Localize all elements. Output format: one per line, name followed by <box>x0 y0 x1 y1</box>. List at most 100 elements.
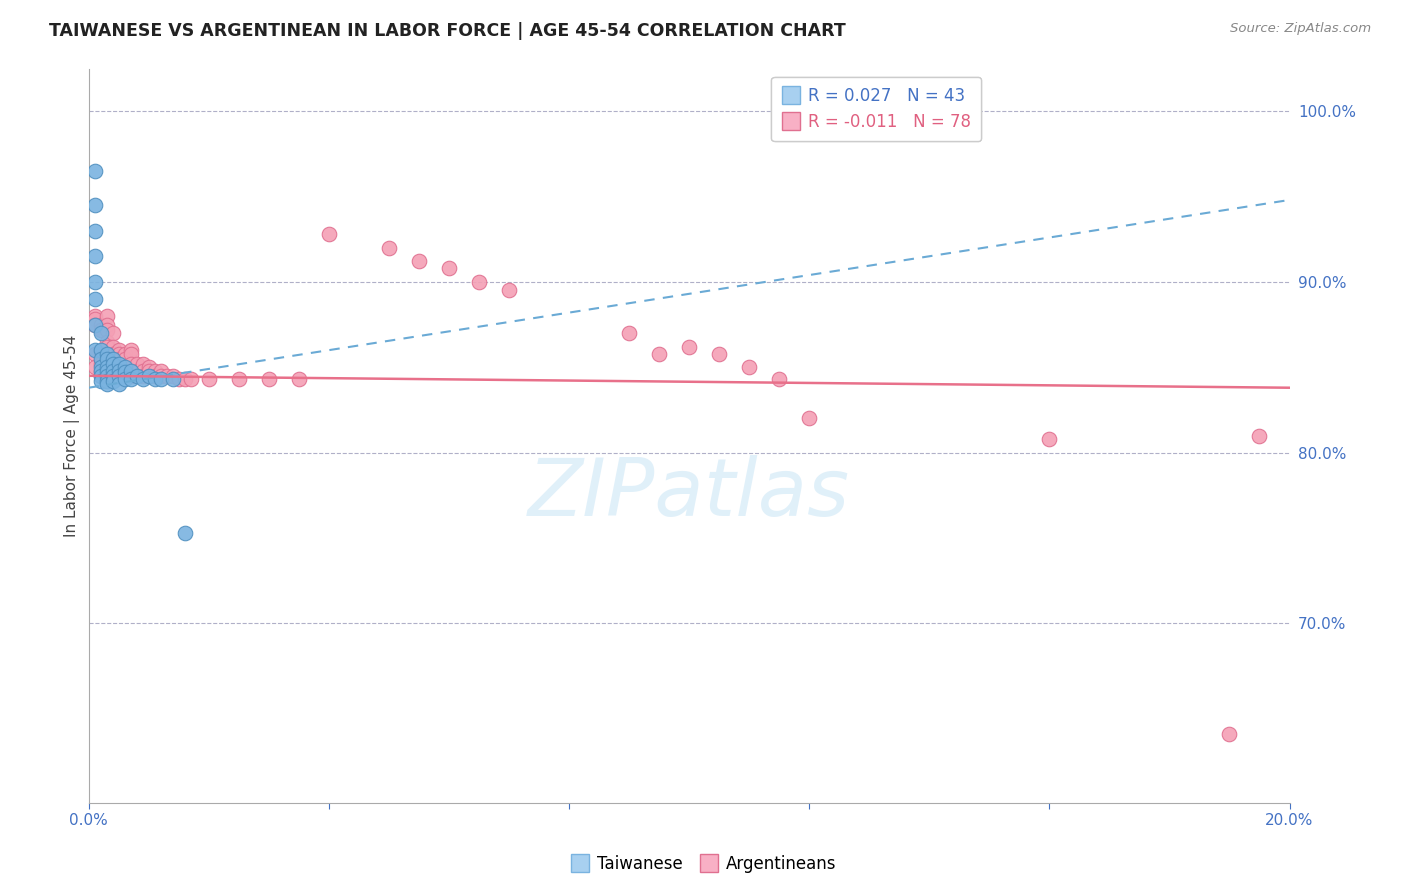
Point <box>101 357 124 371</box>
Point <box>149 372 172 386</box>
Point <box>96 334 118 349</box>
Point <box>101 351 124 366</box>
Point <box>101 340 124 354</box>
Point <box>96 351 118 366</box>
Point <box>143 364 166 378</box>
Point <box>120 343 142 358</box>
Point <box>90 368 112 383</box>
Point <box>257 372 280 386</box>
Point <box>114 365 136 379</box>
Legend: Taiwanese, Argentineans: Taiwanese, Argentineans <box>564 848 842 880</box>
Point <box>101 351 124 366</box>
Point <box>101 364 124 378</box>
Point <box>107 368 129 383</box>
Point <box>101 346 124 360</box>
Point <box>149 368 172 383</box>
Point <box>131 372 153 386</box>
Point <box>96 351 118 366</box>
Point <box>738 360 761 375</box>
Point <box>101 368 124 383</box>
Y-axis label: In Labor Force | Age 45-54: In Labor Force | Age 45-54 <box>65 334 80 537</box>
Point <box>162 372 184 386</box>
Point <box>114 360 136 375</box>
Point <box>83 312 105 326</box>
Point <box>96 357 118 371</box>
Point <box>768 372 790 386</box>
Point <box>96 340 118 354</box>
Point <box>90 364 112 378</box>
Point <box>90 364 112 378</box>
Point <box>131 357 153 371</box>
Point <box>90 346 112 360</box>
Point <box>173 525 195 540</box>
Legend: R = 0.027   N = 43, R = -0.011   N = 78: R = 0.027 N = 43, R = -0.011 N = 78 <box>772 77 981 141</box>
Point <box>648 346 671 360</box>
Point <box>107 364 129 378</box>
Point <box>114 351 136 366</box>
Point <box>83 309 105 323</box>
Point <box>143 368 166 383</box>
Point <box>173 372 195 386</box>
Point <box>114 346 136 360</box>
Point <box>83 164 105 178</box>
Point <box>83 343 105 358</box>
Point <box>96 323 118 337</box>
Point <box>120 364 142 378</box>
Point <box>155 368 177 383</box>
Point <box>90 368 112 383</box>
Point <box>408 254 430 268</box>
Point <box>131 368 153 383</box>
Point <box>125 364 148 378</box>
Point <box>90 326 112 340</box>
Point <box>180 372 202 386</box>
Point <box>101 357 124 371</box>
Point <box>96 374 118 388</box>
Point <box>96 364 118 378</box>
Point <box>125 368 148 383</box>
Point <box>1038 432 1060 446</box>
Point <box>90 318 112 332</box>
Point <box>107 357 129 371</box>
Point <box>378 241 401 255</box>
Point <box>101 326 124 340</box>
Point <box>90 357 112 371</box>
Point <box>125 357 148 371</box>
Point <box>83 198 105 212</box>
Point <box>197 372 219 386</box>
Point <box>90 360 112 375</box>
Point <box>149 364 172 378</box>
Point <box>90 323 112 337</box>
Point <box>83 346 105 360</box>
Point <box>107 343 129 358</box>
Point <box>167 372 190 386</box>
Point <box>143 372 166 386</box>
Point <box>83 318 105 332</box>
Point <box>678 340 700 354</box>
Point <box>83 249 105 263</box>
Point <box>114 372 136 386</box>
Point <box>1249 428 1271 442</box>
Point <box>114 368 136 383</box>
Point <box>96 360 118 375</box>
Point <box>228 372 250 386</box>
Point <box>437 261 460 276</box>
Point <box>107 377 129 392</box>
Point <box>83 275 105 289</box>
Point <box>83 224 105 238</box>
Point <box>90 343 112 358</box>
Point <box>120 368 142 383</box>
Point <box>83 318 105 332</box>
Point <box>617 326 640 340</box>
Point <box>138 368 160 383</box>
Point <box>96 364 118 378</box>
Point <box>96 346 118 360</box>
Point <box>498 284 520 298</box>
Point <box>96 377 118 392</box>
Point <box>138 364 160 378</box>
Point <box>90 351 112 366</box>
Point <box>120 364 142 378</box>
Point <box>101 364 124 378</box>
Point <box>90 374 112 388</box>
Point <box>83 360 105 375</box>
Point <box>101 374 124 388</box>
